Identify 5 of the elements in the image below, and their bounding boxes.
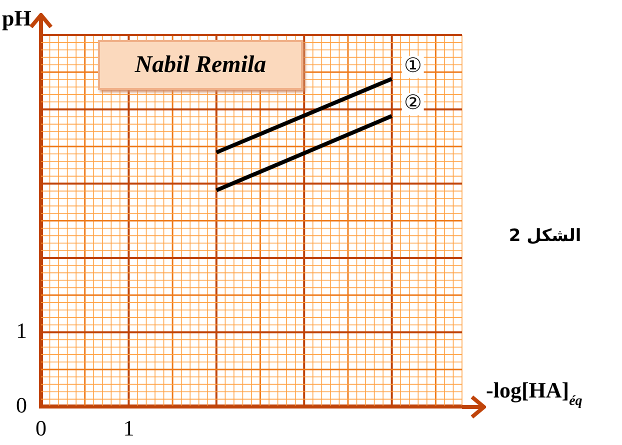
series-label: ①: [404, 53, 422, 78]
annotation: Nabil Remila: [98, 40, 303, 90]
text: الشكل 2: [508, 226, 582, 246]
series-label: ②: [404, 90, 422, 114]
y-axis-title: pH: [2, 6, 32, 31]
